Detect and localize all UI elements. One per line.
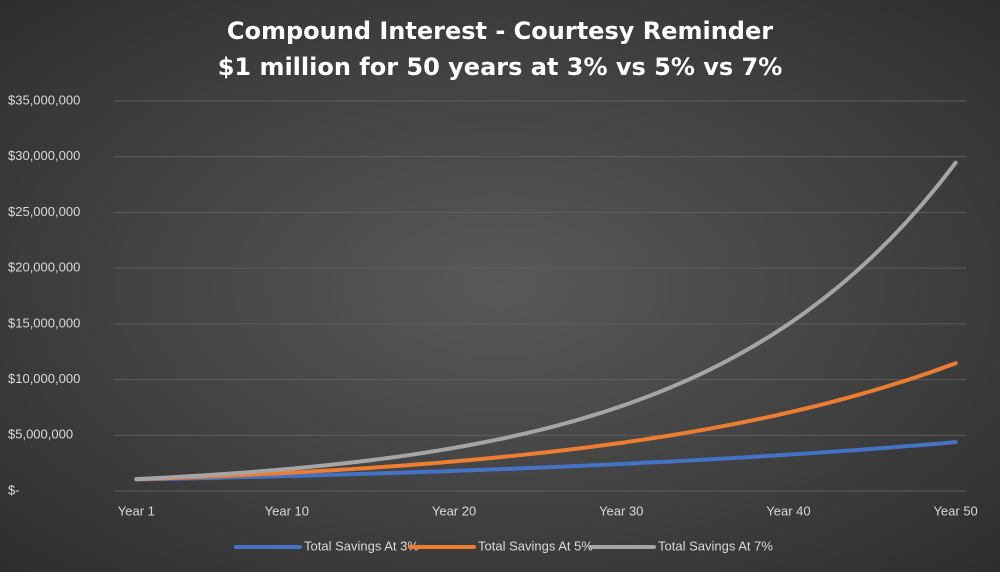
line-series: [134, 440, 958, 482]
x-tick-label: Year 10: [265, 503, 309, 518]
legend: Total Savings At 3% Total Savings At 5% To…: [234, 538, 773, 553]
y-tick-label: $30,000,000: [8, 148, 80, 163]
chart-subtitle: $1 million for 50 years at 3% vs 5% vs 7…: [218, 53, 783, 81]
x-tick-label: Year 50: [933, 503, 977, 518]
x-tick-label: Year 1: [118, 503, 155, 518]
y-tick-label: $15,000,000: [8, 315, 80, 330]
legend-label: Total Savings At 3%: [304, 538, 419, 553]
chart-title: Compound Interest - Courtesy Reminder: [227, 17, 773, 45]
plot: [134, 160, 958, 482]
y-tick-label: $-: [8, 482, 20, 497]
x-tick-label: Year 30: [599, 503, 643, 518]
y-tick-label: $10,000,000: [8, 371, 80, 386]
legend-label: Total Savings At 5%: [478, 538, 593, 553]
legend-label: Total Savings At 7%: [658, 538, 773, 553]
x-tick-label: Year 40: [766, 503, 810, 518]
line-series: [134, 160, 958, 482]
line-series: [134, 361, 958, 482]
y-tick-label: $35,000,000: [8, 92, 80, 107]
y-tick-label: $5,000,000: [8, 427, 73, 442]
y-tick-label: $20,000,000: [8, 260, 80, 275]
x-tick-label: Year 20: [432, 503, 476, 518]
grid: $- $5,000,000 $10,000,000 $15,000,000 $20,00…: [8, 92, 978, 518]
y-tick-label: $25,000,000: [8, 204, 80, 219]
